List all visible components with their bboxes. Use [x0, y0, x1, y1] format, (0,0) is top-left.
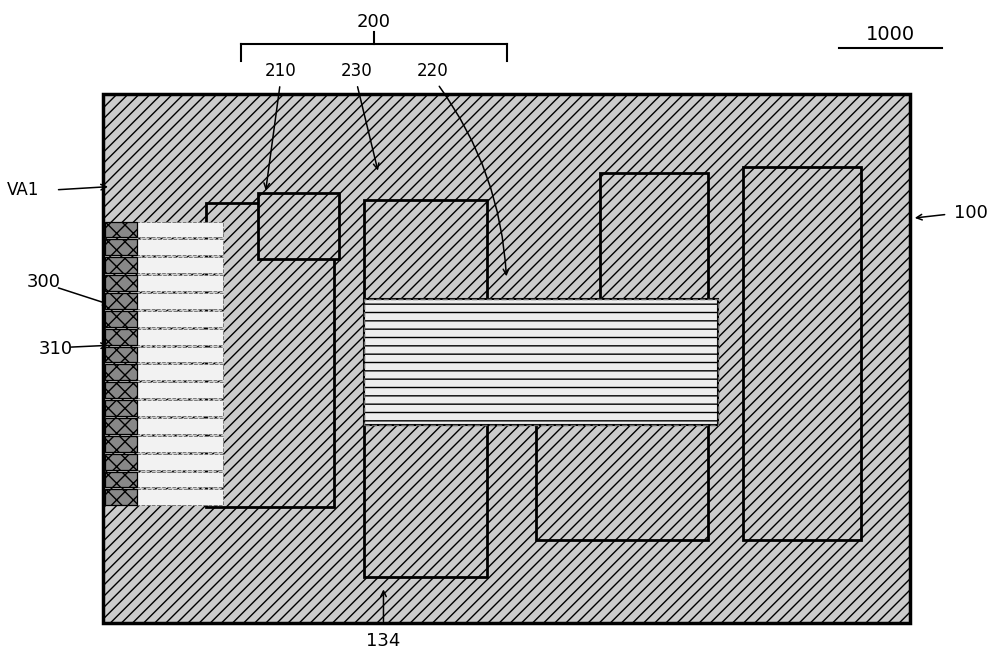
Bar	[364, 200, 487, 576]
Bar	[105, 293, 137, 309]
Bar	[364, 299, 718, 424]
Bar	[600, 173, 708, 339]
Bar	[105, 418, 137, 434]
Bar	[105, 454, 137, 469]
Bar	[105, 471, 137, 487]
Bar	[536, 362, 708, 540]
Bar	[105, 436, 223, 452]
Text: 1000: 1000	[866, 25, 915, 44]
Bar	[105, 436, 137, 452]
Text: VA1: VA1	[7, 181, 39, 199]
Bar	[105, 347, 223, 363]
Bar	[105, 257, 223, 273]
Bar	[206, 203, 334, 507]
Text: 210: 210	[264, 62, 296, 80]
Text: 200: 200	[357, 13, 391, 31]
Bar	[364, 299, 718, 424]
Bar	[105, 311, 137, 327]
Bar	[105, 418, 223, 434]
Bar	[105, 329, 137, 345]
Text: 230: 230	[341, 62, 373, 80]
Bar	[105, 311, 223, 327]
Bar	[105, 240, 223, 255]
Bar	[105, 454, 223, 469]
Bar	[105, 257, 137, 273]
Text: 134: 134	[366, 632, 401, 651]
Bar	[258, 193, 339, 259]
Text: 310: 310	[39, 339, 73, 357]
Text: 300: 300	[26, 274, 60, 291]
Bar	[105, 275, 223, 291]
Bar	[105, 382, 137, 398]
Bar	[105, 382, 223, 398]
Bar	[105, 489, 223, 505]
Bar	[105, 240, 137, 255]
Bar	[105, 329, 223, 345]
Bar	[105, 471, 223, 487]
Bar	[105, 222, 223, 238]
Bar	[105, 400, 223, 416]
Text: 100: 100	[954, 204, 988, 222]
Bar	[105, 400, 137, 416]
Bar	[105, 489, 137, 505]
Bar	[743, 167, 861, 540]
Bar	[105, 365, 223, 380]
Bar	[105, 275, 137, 291]
Bar	[105, 365, 137, 380]
Bar	[105, 293, 223, 309]
Text: 220: 220	[417, 62, 449, 80]
Bar	[103, 94, 910, 623]
Bar	[105, 222, 137, 238]
Bar	[105, 347, 137, 363]
